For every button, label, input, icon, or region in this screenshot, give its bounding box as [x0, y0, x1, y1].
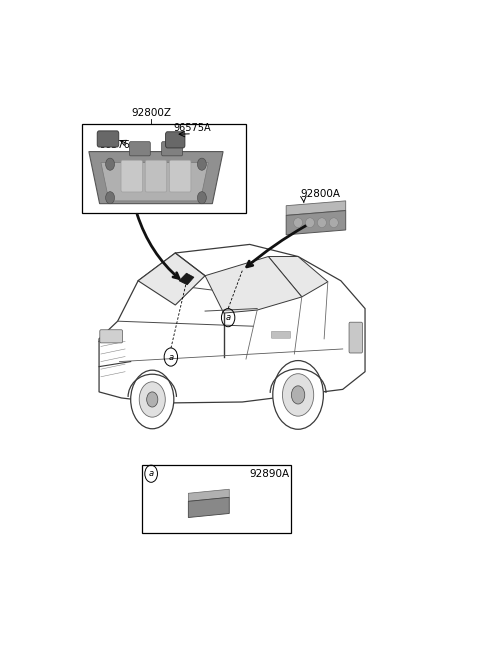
Polygon shape	[179, 273, 194, 285]
Polygon shape	[205, 256, 302, 313]
Text: 96576: 96576	[99, 140, 130, 150]
Circle shape	[106, 158, 115, 171]
Text: a: a	[168, 352, 173, 361]
Circle shape	[106, 192, 115, 204]
Circle shape	[131, 370, 174, 429]
Circle shape	[197, 192, 206, 204]
FancyBboxPatch shape	[121, 160, 143, 192]
Text: 92800A: 92800A	[300, 189, 340, 199]
Circle shape	[291, 386, 305, 404]
Text: 92800Z: 92800Z	[131, 108, 171, 118]
Polygon shape	[286, 211, 346, 235]
Polygon shape	[99, 245, 365, 403]
Polygon shape	[188, 497, 229, 518]
Polygon shape	[138, 253, 205, 305]
FancyBboxPatch shape	[169, 160, 191, 192]
FancyBboxPatch shape	[271, 331, 290, 338]
FancyBboxPatch shape	[349, 322, 362, 353]
Polygon shape	[89, 152, 223, 203]
FancyBboxPatch shape	[130, 142, 150, 156]
Circle shape	[273, 361, 324, 429]
FancyBboxPatch shape	[145, 160, 167, 192]
Text: a: a	[149, 469, 154, 478]
Polygon shape	[188, 489, 229, 501]
FancyBboxPatch shape	[166, 132, 185, 148]
Text: 96575A: 96575A	[173, 123, 211, 133]
Circle shape	[147, 392, 158, 407]
FancyBboxPatch shape	[162, 142, 182, 156]
Bar	[142, 465, 290, 533]
Circle shape	[282, 374, 314, 416]
FancyBboxPatch shape	[100, 330, 122, 343]
Ellipse shape	[294, 218, 302, 228]
Polygon shape	[101, 163, 208, 201]
Polygon shape	[268, 256, 328, 297]
Ellipse shape	[305, 218, 314, 228]
Bar	[83, 124, 246, 213]
Text: a: a	[226, 313, 231, 322]
Ellipse shape	[317, 218, 326, 228]
Circle shape	[139, 382, 165, 417]
Circle shape	[197, 158, 206, 171]
Polygon shape	[286, 201, 346, 215]
FancyBboxPatch shape	[97, 131, 119, 147]
Text: 92890A: 92890A	[250, 469, 290, 479]
Ellipse shape	[329, 218, 338, 228]
